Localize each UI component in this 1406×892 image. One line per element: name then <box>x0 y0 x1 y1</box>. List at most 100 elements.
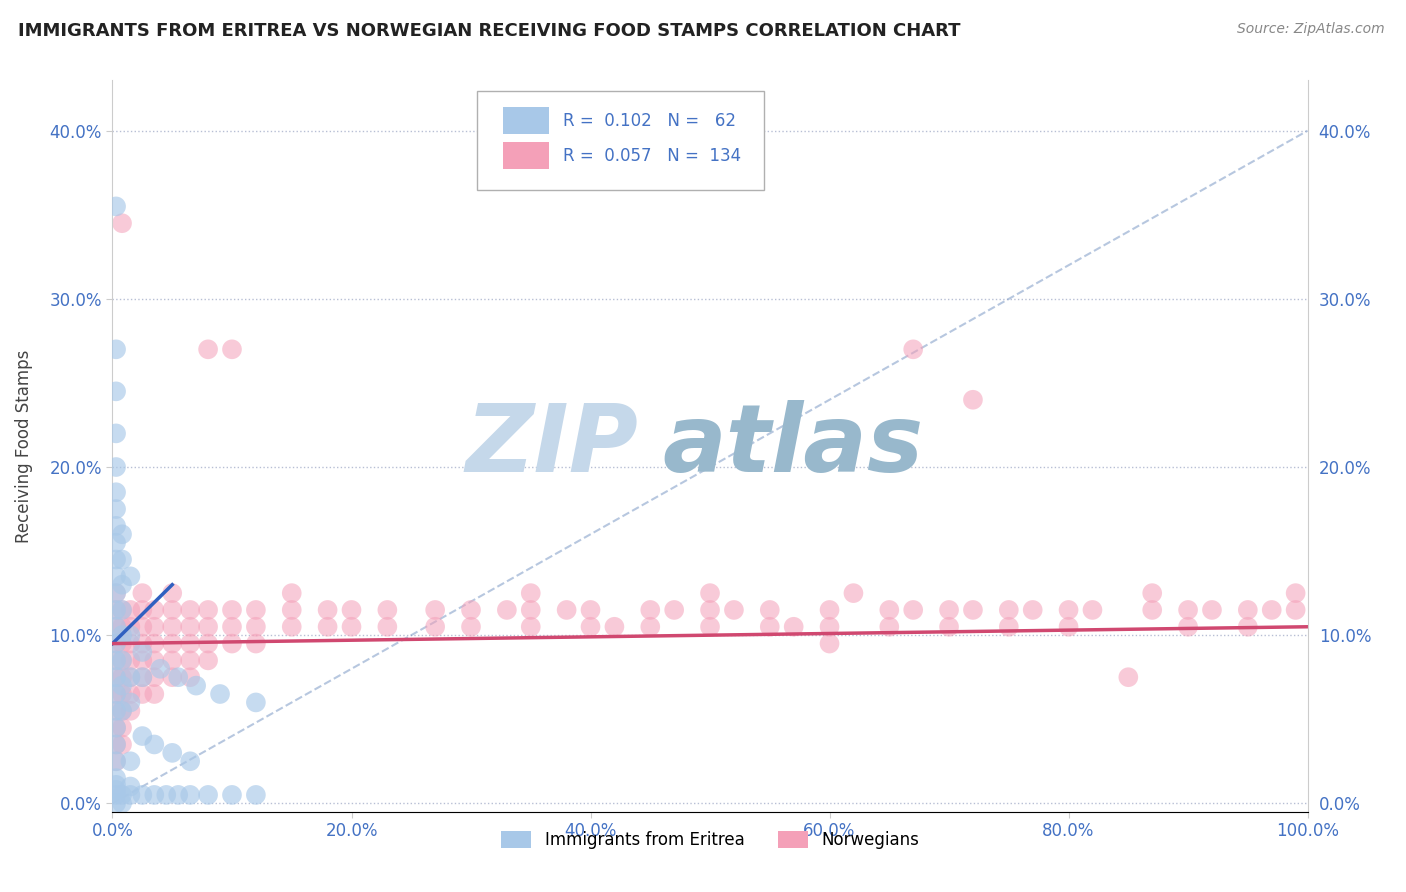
Point <box>105 535 128 549</box>
Point <box>245 695 267 709</box>
Point <box>818 620 841 634</box>
Point <box>245 620 267 634</box>
Point <box>316 620 339 634</box>
Point <box>105 552 128 566</box>
Point <box>179 620 201 634</box>
Point <box>120 653 142 667</box>
Point <box>603 620 626 634</box>
Point <box>879 620 901 634</box>
Point <box>425 603 447 617</box>
Point <box>162 586 183 600</box>
Point <box>555 603 578 617</box>
Point <box>120 603 142 617</box>
Point <box>105 603 128 617</box>
Point <box>111 653 134 667</box>
Point <box>179 754 201 768</box>
Point <box>105 636 128 650</box>
Point <box>209 687 232 701</box>
Point <box>1177 620 1199 634</box>
Point <box>120 670 142 684</box>
Point <box>425 620 447 634</box>
Point <box>105 460 128 475</box>
Point <box>111 788 134 802</box>
Point <box>111 552 134 566</box>
Point <box>520 586 543 600</box>
Point <box>120 788 142 802</box>
Point <box>131 586 153 600</box>
Point <box>903 603 925 617</box>
Point <box>143 620 166 634</box>
Point <box>221 620 243 634</box>
Point <box>1118 670 1140 684</box>
Bar <box>503 143 548 169</box>
Point <box>111 670 134 684</box>
Point <box>1022 603 1045 617</box>
Point <box>105 738 128 752</box>
Point <box>281 586 304 600</box>
Point <box>105 569 128 583</box>
Point <box>111 653 134 667</box>
Point <box>143 788 166 802</box>
Point <box>167 670 190 684</box>
Point <box>197 788 219 802</box>
Point <box>111 628 134 642</box>
Point <box>879 603 901 617</box>
Point <box>1057 603 1080 617</box>
Point <box>120 670 142 684</box>
Point <box>111 620 134 634</box>
Point <box>120 695 142 709</box>
Point <box>998 603 1021 617</box>
Point <box>131 603 153 617</box>
Point <box>111 603 134 617</box>
Point <box>162 670 183 684</box>
Point <box>111 578 134 592</box>
Point <box>179 670 201 684</box>
Point <box>1237 620 1260 634</box>
Point <box>131 670 153 684</box>
Point <box>1177 603 1199 617</box>
Point <box>186 679 208 693</box>
Point <box>245 788 267 802</box>
Point <box>111 721 134 735</box>
Point <box>1201 603 1223 617</box>
Point <box>111 704 134 718</box>
Point <box>105 687 128 701</box>
Point <box>998 620 1021 634</box>
Point <box>143 636 166 650</box>
Point <box>131 687 153 701</box>
Point <box>162 746 183 760</box>
Point <box>105 754 128 768</box>
Point <box>221 636 243 650</box>
Text: IMMIGRANTS FROM ERITREA VS NORWEGIAN RECEIVING FOOD STAMPS CORRELATION CHART: IMMIGRANTS FROM ERITREA VS NORWEGIAN REC… <box>18 22 960 40</box>
Point <box>162 653 183 667</box>
Text: atlas: atlas <box>662 400 924 492</box>
Point <box>316 603 339 617</box>
Point <box>105 620 128 634</box>
Point <box>699 620 721 634</box>
Point <box>759 603 782 617</box>
Point <box>120 636 142 650</box>
Point <box>120 628 142 642</box>
Point <box>520 620 543 634</box>
Point <box>1142 603 1164 617</box>
Point <box>245 636 267 650</box>
Point <box>179 653 201 667</box>
Point <box>105 738 128 752</box>
Point <box>120 620 142 634</box>
Point <box>221 788 243 802</box>
Point <box>105 343 128 357</box>
Point <box>162 620 183 634</box>
Point <box>131 670 153 684</box>
Point <box>1285 603 1308 617</box>
Point <box>105 721 128 735</box>
Point <box>496 603 519 617</box>
Point <box>105 778 128 792</box>
Point <box>197 620 219 634</box>
Point <box>111 216 134 230</box>
Point <box>105 519 128 533</box>
Point <box>131 729 153 743</box>
Point <box>938 620 960 634</box>
Text: ZIP: ZIP <box>465 400 638 492</box>
Point <box>759 620 782 634</box>
Point <box>640 620 662 634</box>
